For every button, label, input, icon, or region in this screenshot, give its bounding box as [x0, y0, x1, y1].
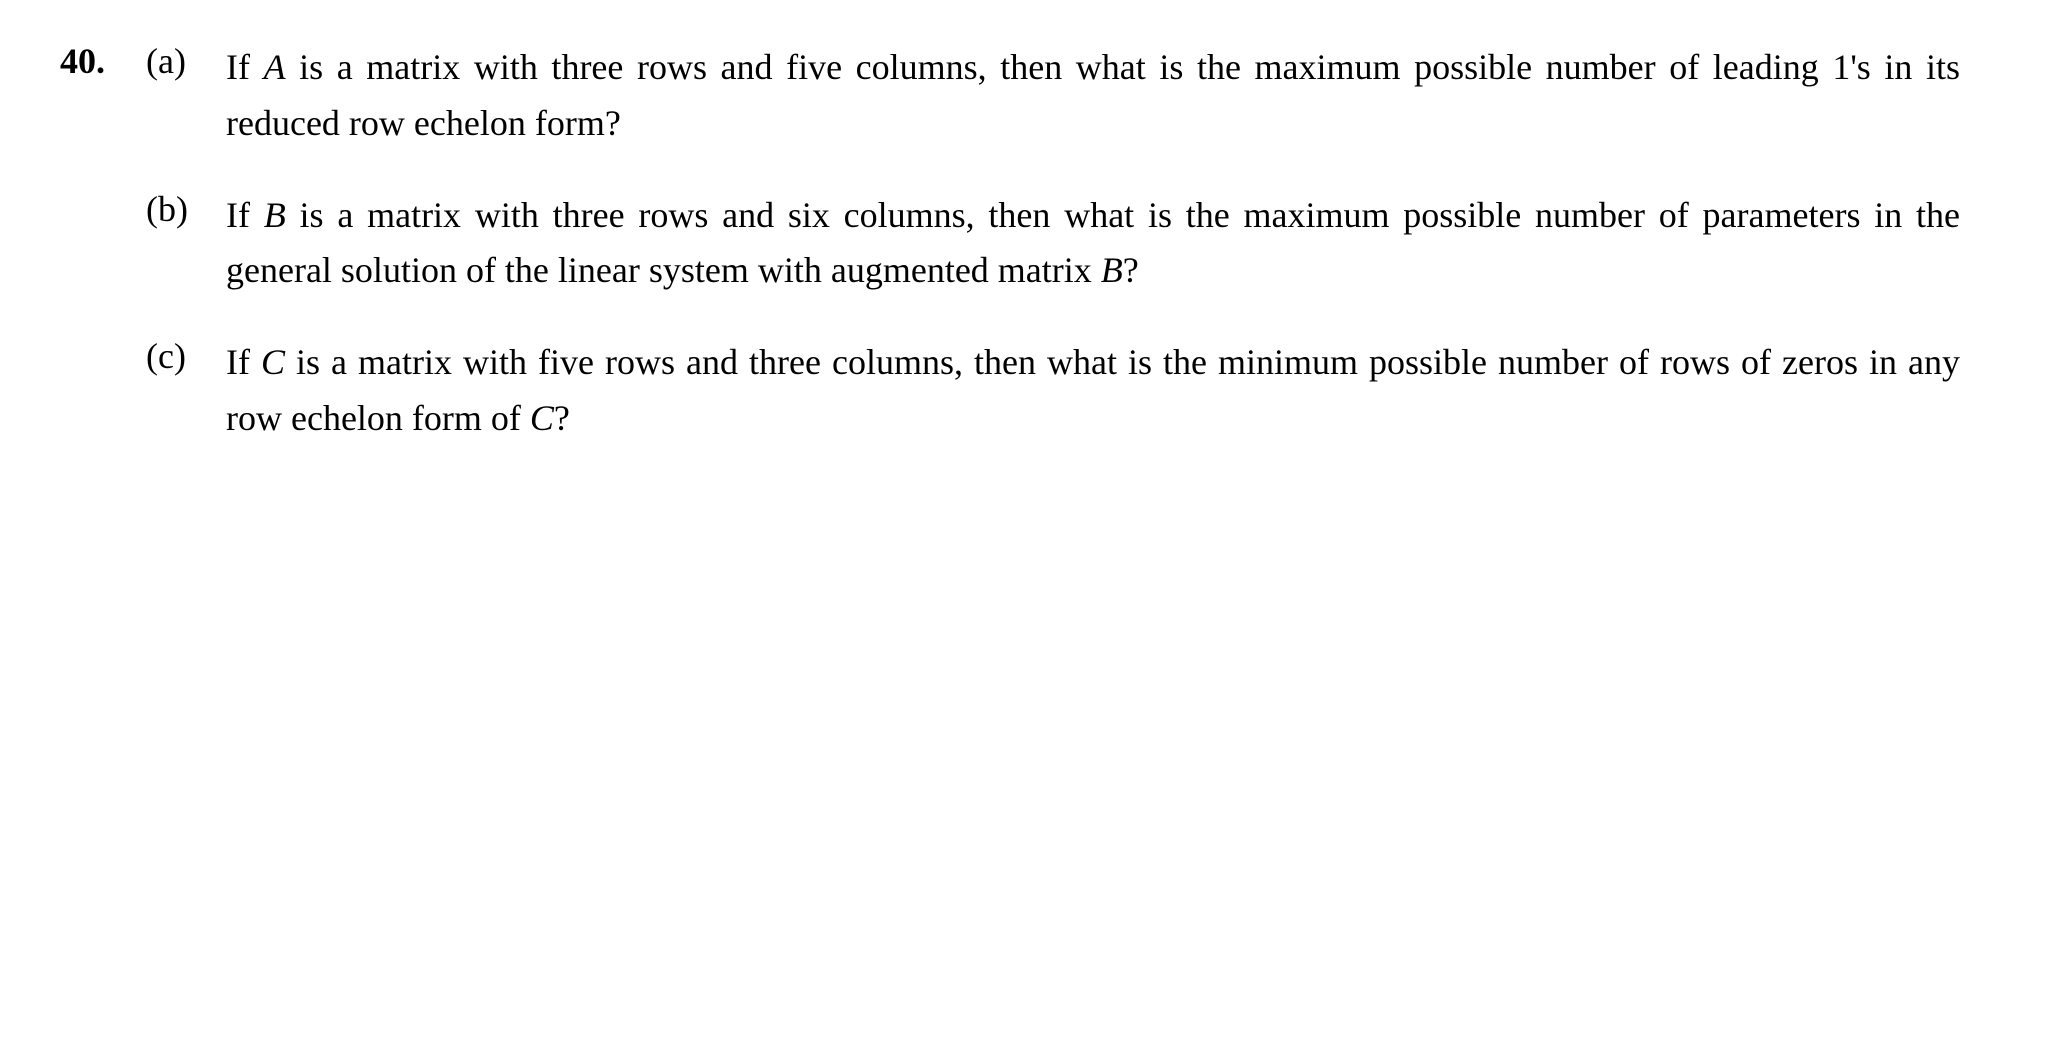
part-c-label: (c): [146, 335, 206, 377]
parts-container: (a) If A is a matrix with three rows and…: [146, 40, 1960, 447]
problem-container: 40. (a) If A is a matrix with three rows…: [60, 40, 1960, 447]
part-b-label: (b): [146, 188, 206, 230]
problem-number: 40.: [60, 40, 130, 82]
part-a: (a) If A is a matrix with three rows and…: [146, 40, 1960, 152]
part-b-prefix: If: [226, 195, 264, 235]
part-b-suffix: ?: [1123, 250, 1139, 290]
part-a-suffix: is a matrix with three rows and five col…: [226, 47, 1960, 143]
part-b-text: If B is a matrix with three rows and six…: [226, 188, 1960, 300]
part-c-text: If C is a matrix with five rows and thre…: [226, 335, 1960, 447]
part-a-label: (a): [146, 40, 206, 82]
part-b-variable: B: [264, 195, 286, 235]
part-a-prefix: If: [226, 47, 264, 87]
part-c-prefix: If: [226, 342, 261, 382]
part-c-variable: C: [261, 342, 285, 382]
part-b-middle: is a matrix with three rows and six colu…: [226, 195, 1960, 291]
part-c: (c) If C is a matrix with five rows and …: [146, 335, 1960, 447]
part-a-text: If A is a matrix with three rows and fiv…: [226, 40, 1960, 152]
part-b: (b) If B is a matrix with three rows and…: [146, 188, 1960, 300]
part-c-suffix: ?: [554, 398, 570, 438]
part-c-middle: is a matrix with five rows and three col…: [226, 342, 1960, 438]
part-a-variable: A: [264, 47, 286, 87]
part-c-variable2: C: [530, 398, 554, 438]
part-b-variable2: B: [1101, 250, 1123, 290]
